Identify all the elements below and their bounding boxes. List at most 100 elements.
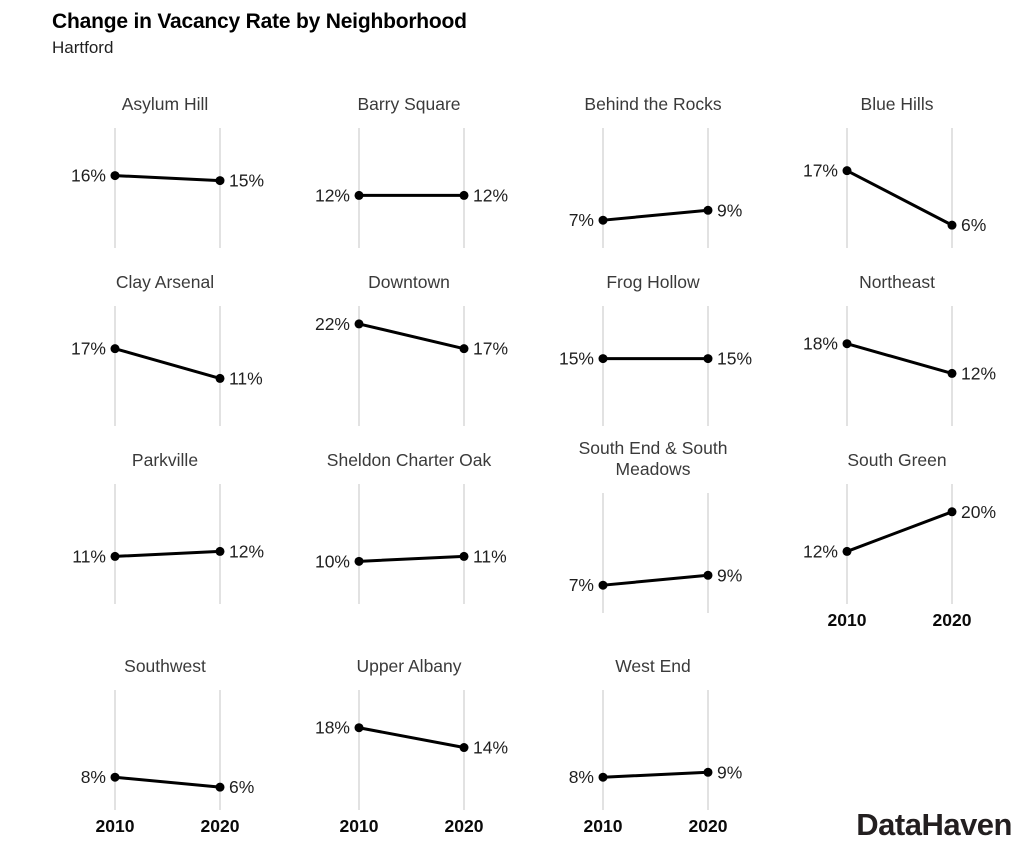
facet-title: Barry Square: [287, 82, 531, 128]
value-label-2010: 17%: [803, 161, 838, 181]
data-point: [947, 220, 957, 230]
value-label-2020: 20%: [961, 502, 996, 522]
slope-line: [113, 550, 222, 559]
facet-title-text: Clay Arsenal: [115, 272, 215, 293]
facet-title: Clay Arsenal: [43, 260, 287, 306]
value-label-2010: 22%: [315, 314, 350, 334]
value-label-2010: 7%: [569, 575, 594, 595]
value-label-2020: 15%: [717, 349, 752, 369]
data-point: [215, 176, 225, 186]
value-label-2010: 8%: [81, 767, 106, 787]
data-point: [215, 782, 225, 792]
slope-line: [357, 322, 466, 351]
facet-panel: Blue Hills 17% 6%: [775, 82, 1019, 249]
data-point: [110, 772, 120, 782]
facet-panel: Upper Albany 18% 14% 2010 2020: [287, 644, 531, 838]
facet-title: West End: [531, 644, 775, 690]
value-label-2010: 10%: [315, 551, 350, 571]
facet-title: Frog Hollow: [531, 260, 775, 306]
facet-title-text: Downtown: [368, 272, 450, 293]
facet-panel: Asylum Hill 16% 15%: [43, 82, 287, 249]
x-axis: 2010 2020: [43, 810, 287, 838]
facet-panel: Southwest 8% 6% 2010 2020: [43, 644, 287, 838]
facet-grid: Asylum Hill 16% 15% Barry Square 12% 12% Behin…: [0, 82, 1024, 838]
data-point: [598, 215, 608, 225]
facet-title: Blue Hills: [775, 82, 1019, 128]
data-point: [842, 547, 852, 557]
x-axis-tick-2020: 2020: [688, 816, 728, 837]
value-label-2020: 9%: [717, 762, 742, 782]
facet-panel: Parkville 11% 12%: [43, 438, 287, 632]
slope-plot: 8% 9%: [569, 690, 742, 811]
slope-plot: 11% 12%: [72, 484, 264, 605]
slope-plot: 16% 15%: [71, 128, 264, 249]
slope-line: [601, 573, 710, 587]
slope-plot: 18% 12%: [803, 306, 996, 427]
slope-plot: 7% 9%: [569, 128, 742, 249]
slope-line: [113, 775, 222, 789]
data-point: [703, 205, 713, 215]
slope-line: [357, 555, 466, 563]
slope-line: [845, 510, 954, 554]
facet-title-text: Southwest: [124, 656, 206, 677]
slope-line: [845, 169, 954, 227]
data-point: [110, 171, 120, 181]
value-label-2010: 11%: [72, 547, 106, 567]
data-point: [598, 354, 608, 364]
x-axis: 2010 2020: [287, 810, 531, 838]
chart-subtitle: Hartford: [52, 38, 114, 58]
facet-panel: Northeast 18% 12%: [775, 260, 1019, 427]
facet-title-text: Barry Square: [357, 94, 461, 115]
data-point: [842, 339, 852, 349]
value-label-2010: 7%: [569, 210, 594, 230]
facet-title: Parkville: [43, 438, 287, 484]
facet-title: Sheldon Charter Oak: [287, 438, 531, 484]
value-label-2020: 17%: [473, 339, 508, 359]
facet-panel: Behind the Rocks 7% 9%: [531, 82, 775, 249]
data-point: [947, 369, 957, 379]
data-point: [459, 344, 469, 354]
value-label-2010: 12%: [803, 542, 838, 562]
value-label-2020: 14%: [473, 738, 508, 758]
value-label-2010: 8%: [569, 767, 594, 787]
facet-title-text: Upper Albany: [356, 656, 462, 677]
data-point: [703, 354, 713, 364]
data-point: [110, 344, 120, 354]
value-label-2020: 15%: [229, 171, 264, 191]
slope-plot: 22% 17%: [315, 306, 508, 427]
facet-panel: Clay Arsenal 17% 11%: [43, 260, 287, 427]
slope-line: [357, 726, 466, 750]
data-point: [215, 547, 225, 557]
slope-line: [845, 342, 954, 376]
x-axis-tick-2010: 2010: [827, 610, 867, 631]
value-label-2020: 9%: [717, 200, 742, 220]
data-point: [354, 723, 364, 733]
value-label-2020: 12%: [961, 364, 996, 384]
facet-title-text: Sheldon Charter Oak: [326, 450, 492, 471]
facet-panel: Sheldon Charter Oak 10% 11%: [287, 438, 531, 632]
facet-title-text: West End: [615, 656, 691, 677]
facet-title-text: South End & South Meadows: [578, 438, 728, 480]
slope-line: [601, 770, 710, 779]
data-point: [598, 580, 608, 590]
x-axis-tick-2020: 2020: [932, 610, 972, 631]
data-point: [354, 319, 364, 329]
x-axis-tick-2010: 2010: [339, 816, 379, 837]
value-label-2020: 6%: [229, 777, 254, 797]
facet-panel: Frog Hollow 15% 15%: [531, 260, 775, 427]
slope-plot: 8% 6%: [81, 690, 254, 811]
slope-plot: 18% 14%: [315, 690, 508, 811]
facet-panel: Downtown 22% 17%: [287, 260, 531, 427]
slope-plot: 15% 15%: [559, 306, 752, 427]
data-point: [459, 191, 469, 201]
value-label-2020: 11%: [473, 547, 507, 567]
facet-title-text: South Green: [847, 450, 947, 471]
facet-panel: Barry Square 12% 12%: [287, 82, 531, 249]
slope-plot: 17% 6%: [803, 128, 986, 249]
datahaven-logo: DataHaven: [856, 807, 1012, 842]
facet-title: Behind the Rocks: [531, 82, 775, 128]
slope-plot: 7% 9%: [569, 493, 742, 614]
data-point: [842, 166, 852, 176]
value-label-2010: 15%: [559, 349, 594, 369]
facet-panel: South End & South Meadows 7% 9%: [531, 438, 775, 632]
